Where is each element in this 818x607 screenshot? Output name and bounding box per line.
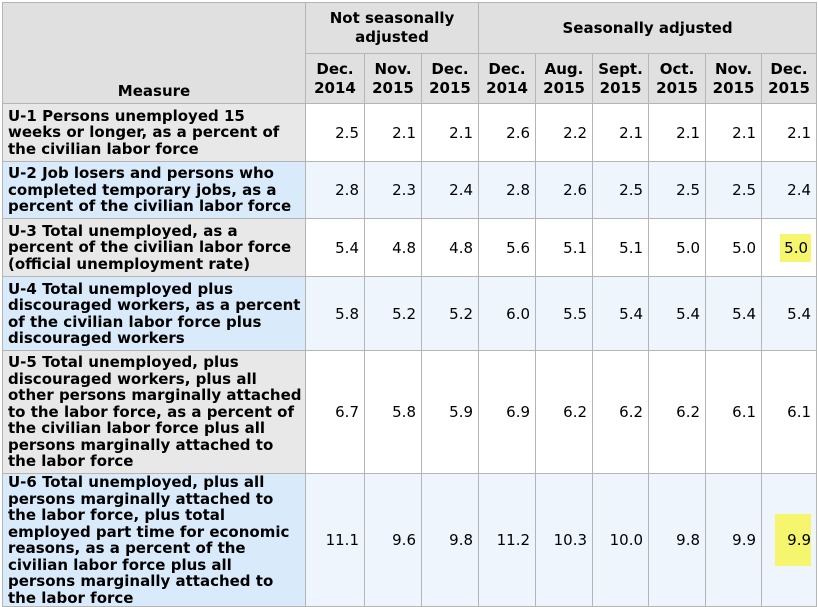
value-cell: 2.8 bbox=[478, 161, 537, 219]
value-cell: 2.4 bbox=[761, 161, 818, 219]
value-cell: 2.1 bbox=[648, 103, 707, 162]
column-header: Nov. 2015 bbox=[364, 53, 422, 104]
value-cell: 2.1 bbox=[592, 103, 650, 162]
value-cell: 9.9 bbox=[705, 473, 763, 607]
value-cell: 11.2 bbox=[478, 473, 537, 607]
value-cell: 6.2 bbox=[592, 350, 650, 474]
measure-label: U-5 Total unemployed, plus discouraged w… bbox=[2, 350, 306, 474]
column-header: Dec. 2014 bbox=[305, 53, 365, 104]
value-cell: 2.6 bbox=[535, 161, 594, 219]
value-cell: 5.4 bbox=[761, 276, 818, 351]
table-row: U-1 Persons unemployed 15 weeks or longe… bbox=[2, 103, 818, 162]
value-cell: 10.0 bbox=[592, 473, 650, 607]
measure-label: U-2 Job losers and persons who completed… bbox=[2, 161, 306, 219]
value-cell: 2.8 bbox=[305, 161, 365, 219]
value-cell: 5.4 bbox=[648, 276, 707, 351]
value-cell: 2.5 bbox=[592, 161, 650, 219]
measure-label: U-3 Total unemployed, as a percent of th… bbox=[2, 218, 306, 277]
value-cell: 6.7 bbox=[305, 350, 365, 474]
value-cell: 5.0 bbox=[648, 218, 707, 277]
value-cell: 5.1 bbox=[592, 218, 650, 277]
value-cell: 4.8 bbox=[364, 218, 422, 277]
value-cell-highlighted: 5.0 bbox=[761, 218, 818, 277]
value-cell-highlighted: 9.9 bbox=[761, 473, 818, 607]
value-cell: 6.2 bbox=[535, 350, 594, 474]
value-cell: 2.1 bbox=[761, 103, 818, 162]
value-cell: 2.5 bbox=[648, 161, 707, 219]
value-cell: 2.3 bbox=[364, 161, 422, 219]
column-header: Nov. 2015 bbox=[705, 53, 763, 104]
value-cell: 5.8 bbox=[364, 350, 422, 474]
value-cell: 5.4 bbox=[305, 218, 365, 277]
value-cell: 2.5 bbox=[305, 103, 365, 162]
measure-label: U-1 Persons unemployed 15 weeks or longe… bbox=[2, 103, 306, 162]
not-seasonally-adjusted-header: Not seasonally adjusted bbox=[304, 2, 480, 54]
table-row: U-2 Job losers and persons who completed… bbox=[2, 161, 818, 219]
value-cell: 6.1 bbox=[705, 350, 763, 474]
value-cell: 5.9 bbox=[420, 350, 480, 474]
value-cell: 4.8 bbox=[420, 218, 480, 277]
value-cell: 2.6 bbox=[478, 103, 537, 162]
value-cell: 9.8 bbox=[648, 473, 707, 607]
table-row: U-6 Total unemployed, plus all persons m… bbox=[2, 473, 818, 607]
value-cell: 9.8 bbox=[420, 473, 480, 607]
measure-header: Measure bbox=[2, 2, 306, 104]
value-cell: 5.2 bbox=[364, 276, 422, 351]
column-header: Dec. 2015 bbox=[761, 53, 818, 104]
value-cell: 6.9 bbox=[478, 350, 537, 474]
value-cell: 10.3 bbox=[535, 473, 594, 607]
column-header: Dec. 2015 bbox=[420, 53, 480, 104]
highlight-marker: 5.0 bbox=[780, 233, 812, 262]
value-cell: 2.1 bbox=[420, 103, 480, 162]
measure-label: U-6 Total unemployed, plus all persons m… bbox=[2, 473, 306, 607]
value-cell: 5.4 bbox=[592, 276, 650, 351]
value-cell: 6.1 bbox=[761, 350, 818, 474]
value-cell: 5.5 bbox=[535, 276, 594, 351]
table-row: U-4 Total unemployed plus discouraged wo… bbox=[2, 276, 818, 351]
value-cell: 5.1 bbox=[535, 218, 594, 277]
value-cell: 2.2 bbox=[535, 103, 594, 162]
seasonally-adjusted-header: Seasonally adjusted bbox=[478, 2, 818, 54]
measure-label: U-4 Total unemployed plus discouraged wo… bbox=[2, 276, 306, 351]
value-cell: 2.5 bbox=[705, 161, 763, 219]
column-header: Aug. 2015 bbox=[535, 53, 594, 104]
value-cell: 5.0 bbox=[705, 218, 763, 277]
value-cell: 5.2 bbox=[420, 276, 480, 351]
value-cell: 5.4 bbox=[705, 276, 763, 351]
value-cell: 9.6 bbox=[364, 473, 422, 607]
value-cell: 2.1 bbox=[364, 103, 422, 162]
table-row: U-3 Total unemployed, as a percent of th… bbox=[2, 218, 818, 277]
highlight-marker: 9.9 bbox=[775, 514, 812, 566]
value-cell: 2.1 bbox=[705, 103, 763, 162]
value-cell: 5.6 bbox=[478, 218, 537, 277]
table-row: U-5 Total unemployed, plus discouraged w… bbox=[2, 350, 818, 474]
value-cell: 2.4 bbox=[420, 161, 480, 219]
value-cell: 6.2 bbox=[648, 350, 707, 474]
column-header: Oct. 2015 bbox=[648, 53, 707, 104]
value-cell: 6.0 bbox=[478, 276, 537, 351]
value-cell: 5.8 bbox=[305, 276, 365, 351]
column-header: Sept. 2015 bbox=[592, 53, 650, 104]
column-header: Dec. 2014 bbox=[478, 53, 537, 104]
value-cell: 11.1 bbox=[305, 473, 365, 607]
